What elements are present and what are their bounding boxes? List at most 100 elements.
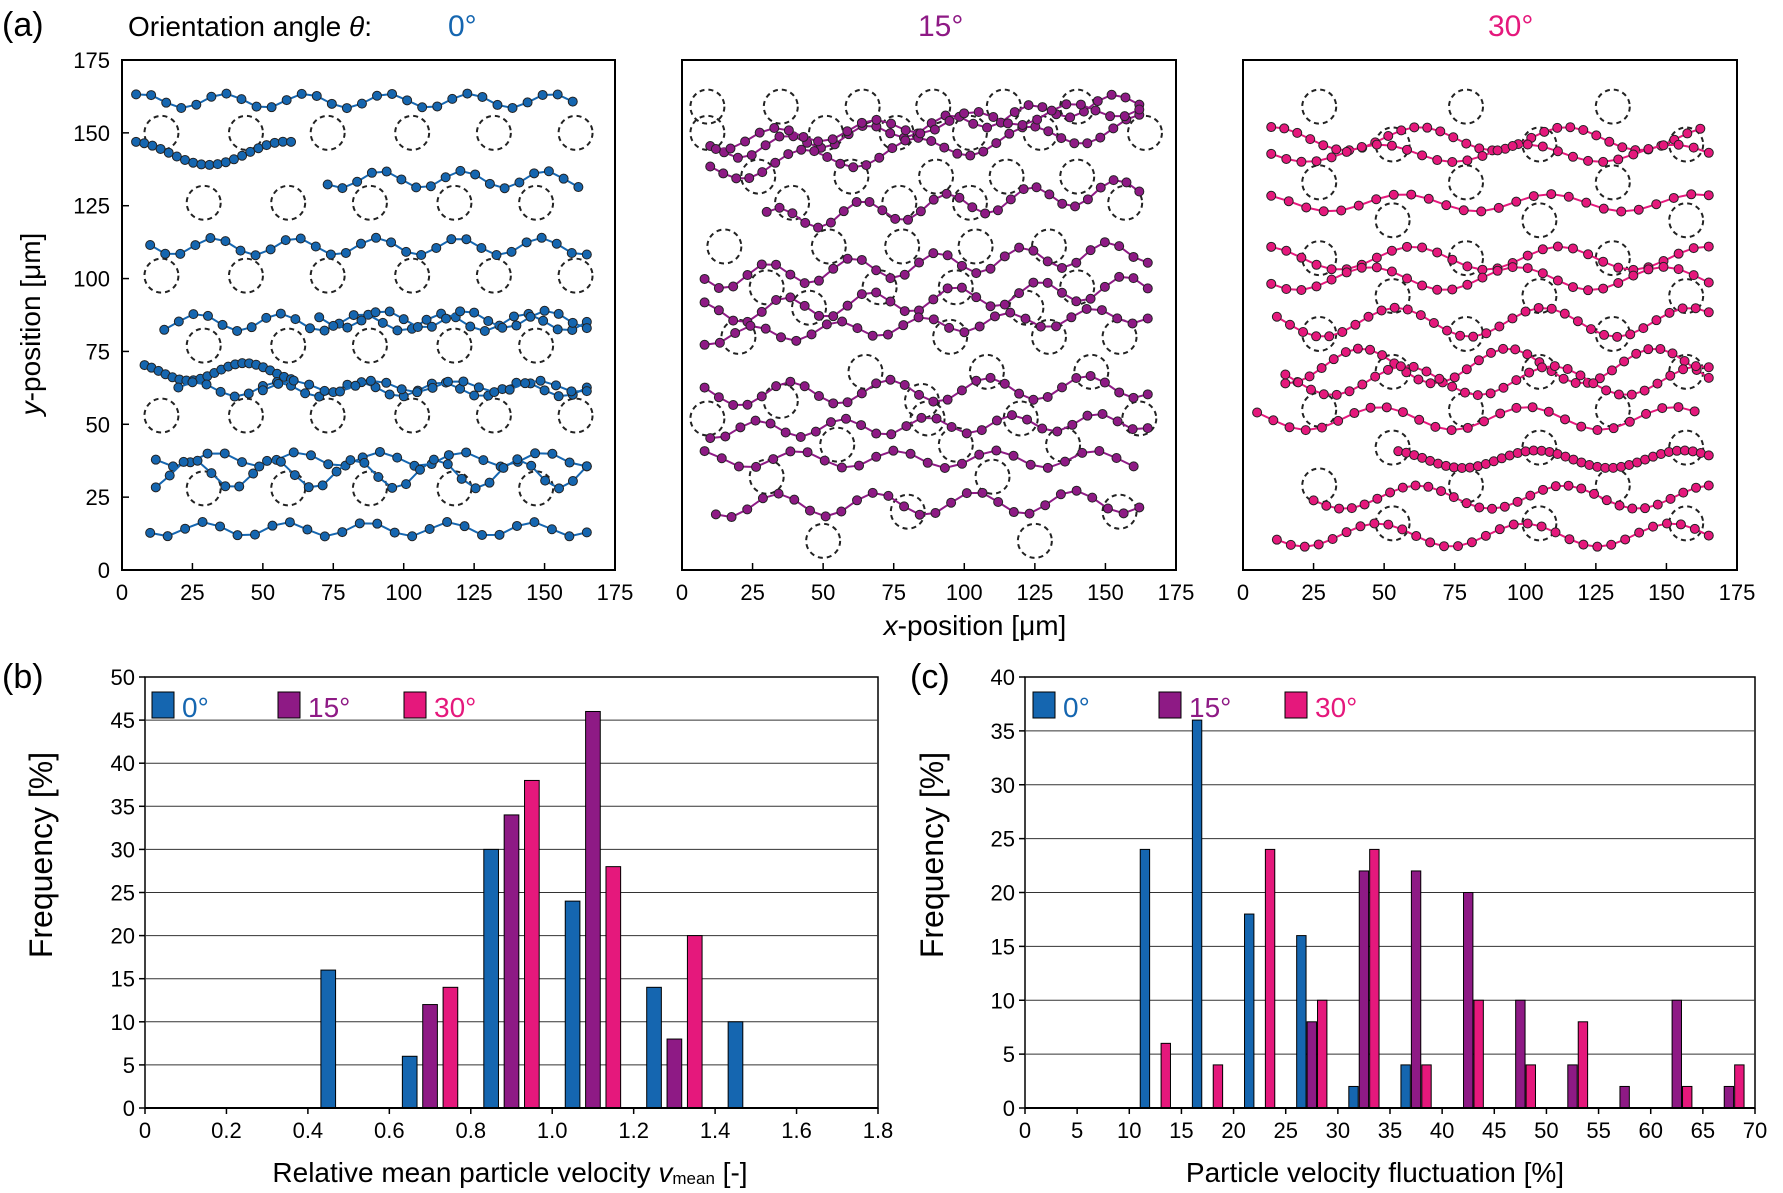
obstacle-circle	[819, 426, 856, 463]
obstacle-circle	[227, 114, 264, 151]
x-tick-label: 1.8	[863, 1118, 894, 1143]
obstacle-circle	[1022, 114, 1059, 151]
trajectory-point	[1037, 102, 1048, 113]
orientation-header: Orientation angle θ:	[128, 11, 372, 42]
trajectory-point	[1409, 122, 1420, 133]
trajectory-point	[289, 470, 300, 481]
trajectory-point	[1425, 537, 1436, 548]
trajectory-point	[401, 246, 412, 257]
trajectory-point	[1695, 123, 1706, 134]
trajectory-point	[931, 413, 942, 424]
y-tick-label: 25	[991, 827, 1015, 852]
trajectory-point	[1025, 459, 1036, 470]
trajectory-point	[131, 89, 142, 100]
trajectory-point	[1114, 271, 1125, 282]
trajectory-point	[1008, 450, 1019, 461]
obstacle-circle	[436, 184, 473, 221]
trajectory-point	[1069, 138, 1080, 149]
trajectory-point	[494, 529, 505, 540]
trajectory-point	[882, 329, 893, 340]
trajectory-point	[728, 281, 739, 292]
trajectory-point	[1655, 344, 1666, 355]
trajectory-point	[1565, 122, 1576, 133]
trajectory-point	[1435, 126, 1446, 137]
trajectory-point	[1677, 303, 1688, 314]
trajectory-point	[1567, 243, 1578, 254]
trajectory-point	[1299, 541, 1310, 552]
trajectory-point	[946, 497, 957, 508]
trajectory-point	[1449, 372, 1460, 383]
trajectory-point	[1028, 394, 1039, 405]
trajectory-point	[1018, 184, 1029, 195]
legend-label: 30°	[434, 692, 476, 723]
trajectory-point	[756, 391, 767, 402]
trajectory-point	[234, 481, 245, 492]
trajectory-point	[1328, 354, 1339, 365]
trajectory-point	[221, 88, 232, 99]
trajectory-point	[1090, 105, 1101, 116]
y-tick-label: 10	[111, 1010, 135, 1035]
trajectory-point	[1546, 189, 1557, 200]
trajectory-point	[820, 511, 831, 522]
trajectory-point	[1658, 261, 1669, 272]
trajectory-point	[941, 188, 952, 199]
trajectory-line	[709, 113, 1140, 180]
trajectory-point	[1651, 199, 1662, 210]
trajectory-point	[1415, 310, 1426, 321]
trajectory-point	[1613, 154, 1624, 165]
trajectory-point	[1014, 288, 1025, 299]
trajectory-point	[732, 152, 743, 163]
trajectory-point	[915, 128, 926, 139]
trajectory-point	[1134, 502, 1145, 513]
trajectory-point	[1689, 523, 1700, 534]
trajectory-point	[1511, 375, 1522, 386]
trajectory-point	[1300, 425, 1311, 436]
trajectory-point	[458, 376, 469, 387]
trajectory-point	[821, 319, 832, 330]
trajectory-point	[1304, 371, 1315, 382]
x-tick-label: 50	[251, 580, 275, 605]
panel-c-ylabel: Frequency [%]	[914, 752, 950, 958]
trajectory-point	[1005, 307, 1016, 318]
y-tick-label: 35	[991, 719, 1015, 744]
bar	[666, 1038, 683, 1109]
trajectory-point	[197, 517, 208, 528]
trajectory-point	[288, 447, 299, 458]
trajectory-point	[1128, 251, 1139, 262]
trajectory-point	[999, 378, 1010, 389]
trajectory-point	[699, 339, 710, 350]
trajectory-point	[1633, 204, 1644, 215]
trajectory-point	[942, 250, 953, 261]
obstacle-circle	[1594, 164, 1631, 201]
obstacle-circle	[351, 470, 388, 507]
trajectory-point	[1371, 194, 1382, 205]
trajectory-point	[699, 273, 710, 284]
trajectory-point	[215, 386, 226, 397]
trajectory-point	[796, 144, 807, 155]
trajectory-point	[342, 322, 353, 333]
trajectory-point	[852, 495, 863, 506]
trajectory-point	[1461, 364, 1472, 375]
trajectory-point	[286, 136, 297, 147]
trajectory-point	[310, 241, 321, 252]
y-tick-label: 15	[991, 934, 1015, 959]
trajectory-point	[1652, 499, 1663, 510]
trajectory-point	[837, 316, 848, 327]
trajectory-point	[916, 412, 927, 423]
trajectory-point	[725, 143, 736, 154]
bar	[1473, 999, 1484, 1109]
trajectory-point	[1318, 140, 1329, 151]
trajectory-point	[1281, 245, 1292, 256]
trajectory-point	[1631, 348, 1642, 359]
trajectory-point	[1606, 539, 1617, 550]
trajectory-point	[514, 177, 525, 188]
trajectory-point	[1447, 381, 1458, 392]
trajectory-point	[733, 461, 744, 472]
trajectory-point	[1311, 281, 1322, 292]
obstacle-circle	[1448, 391, 1485, 428]
trajectory-point	[856, 254, 867, 265]
obstacle-circle	[475, 257, 512, 294]
x-tick-label: 1.2	[618, 1118, 649, 1143]
trajectory-point	[890, 213, 901, 224]
x-tick-label: 55	[1586, 1118, 1610, 1143]
